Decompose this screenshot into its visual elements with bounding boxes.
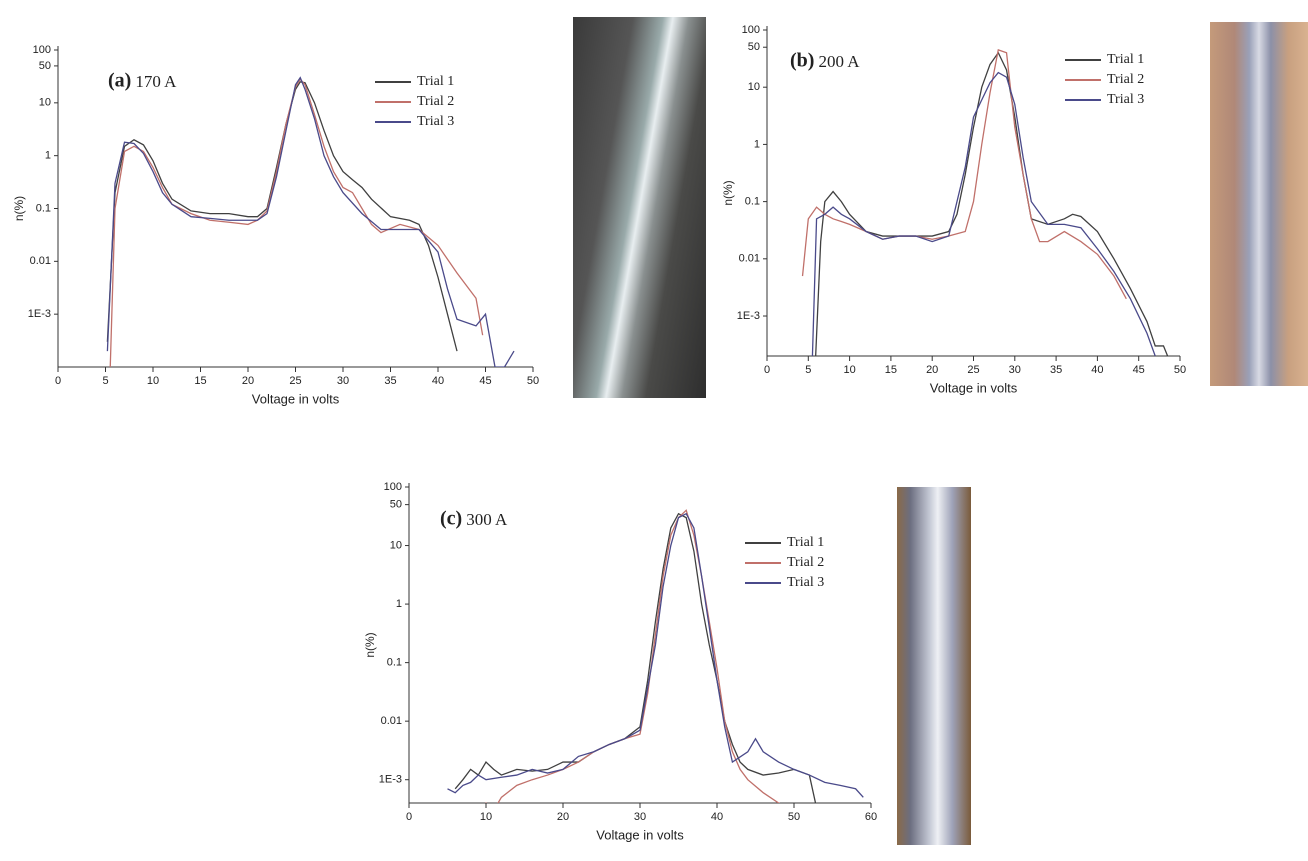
x-tick-label: 10 [843, 364, 855, 376]
x-tick-label: 50 [527, 375, 539, 387]
x-tick-label: 40 [432, 375, 444, 387]
x-axis-label: Voltage in volts [252, 391, 340, 406]
y-tick-label: 50 [748, 41, 760, 53]
y-tick-label: 100 [384, 481, 402, 493]
y-tick-label: 1E-3 [737, 310, 760, 322]
x-tick-label: 5 [805, 364, 811, 376]
y-axis-label: n(%) [721, 180, 735, 205]
x-tick-label: 20 [926, 364, 938, 376]
x-tick-label: 30 [634, 811, 646, 823]
y-tick-label: 0.01 [30, 255, 51, 267]
y-tick-label: 50 [39, 60, 51, 72]
y-tick-label: 1 [45, 150, 51, 162]
x-tick-label: 5 [102, 375, 108, 387]
x-tick-label: 50 [788, 811, 800, 823]
series-line [447, 512, 864, 798]
y-tick-label: 100 [742, 24, 760, 36]
y-tick-label: 0.1 [36, 202, 51, 214]
x-tick-label: 45 [1133, 364, 1145, 376]
x-tick-label: 15 [194, 375, 206, 387]
y-tick-label: 50 [390, 499, 402, 511]
x-tick-label: 0 [764, 364, 770, 376]
y-axis-label: n(%) [12, 196, 26, 221]
y-tick-label: 1 [396, 598, 402, 610]
x-tick-label: 40 [711, 811, 723, 823]
series-line [454, 512, 817, 803]
series-line [485, 509, 781, 803]
x-tick-label: 30 [337, 375, 349, 387]
x-tick-label: 10 [480, 811, 492, 823]
x-tick-label: 25 [967, 364, 979, 376]
y-tick-label: 0.01 [739, 253, 760, 265]
legend-label: Trial 1 [787, 535, 824, 550]
panel-label: (b) [790, 50, 814, 72]
legend-label: Trial 1 [417, 74, 454, 89]
x-tick-label: 15 [885, 364, 897, 376]
weld-photo [1210, 22, 1308, 386]
x-tick-label: 50 [1174, 364, 1186, 376]
x-tick-label: 0 [55, 375, 61, 387]
panel-title: 170 A [135, 72, 177, 91]
y-axis-label: n(%) [363, 632, 377, 657]
legend-label: Trial 1 [1107, 52, 1144, 67]
x-axis-label: Voltage in volts [596, 827, 684, 842]
legend-label: Trial 2 [1107, 72, 1144, 87]
legend-label: Trial 3 [787, 575, 824, 590]
x-tick-label: 10 [147, 375, 159, 387]
weld-photo [573, 17, 706, 398]
series-line [811, 71, 1156, 356]
x-tick-label: 0 [406, 811, 412, 823]
series-line [106, 76, 515, 367]
x-tick-label: 25 [289, 375, 301, 387]
panel-title: 300 A [466, 510, 508, 529]
panel-label: (c) [440, 508, 462, 530]
x-tick-label: 45 [479, 375, 491, 387]
x-tick-label: 35 [1050, 364, 1062, 376]
y-tick-label: 0.1 [745, 196, 760, 208]
x-tick-label: 20 [242, 375, 254, 387]
x-tick-label: 20 [557, 811, 569, 823]
x-tick-label: 60 [865, 811, 877, 823]
y-tick-label: 0.1 [387, 657, 402, 669]
panel-title: 200 A [818, 52, 860, 71]
y-tick-label: 10 [748, 81, 760, 93]
series-line [815, 51, 1169, 356]
y-tick-label: 10 [390, 539, 402, 551]
y-tick-label: 0.01 [381, 715, 402, 727]
y-tick-label: 1E-3 [28, 308, 51, 320]
y-tick-label: 10 [39, 97, 51, 109]
legend-label: Trial 2 [787, 555, 824, 570]
x-tick-label: 30 [1009, 364, 1021, 376]
x-axis-label: Voltage in volts [930, 380, 1018, 395]
panel-label: (a) [108, 70, 131, 92]
y-tick-label: 1E-3 [379, 774, 402, 786]
y-tick-label: 1 [754, 138, 760, 150]
y-tick-label: 100 [33, 44, 51, 56]
legend-label: Trial 2 [417, 94, 454, 109]
x-tick-label: 35 [384, 375, 396, 387]
x-tick-label: 40 [1091, 364, 1103, 376]
legend-label: Trial 3 [417, 114, 454, 129]
weld-photo [897, 487, 971, 845]
series-line [801, 48, 1127, 300]
legend-label: Trial 3 [1107, 92, 1144, 107]
